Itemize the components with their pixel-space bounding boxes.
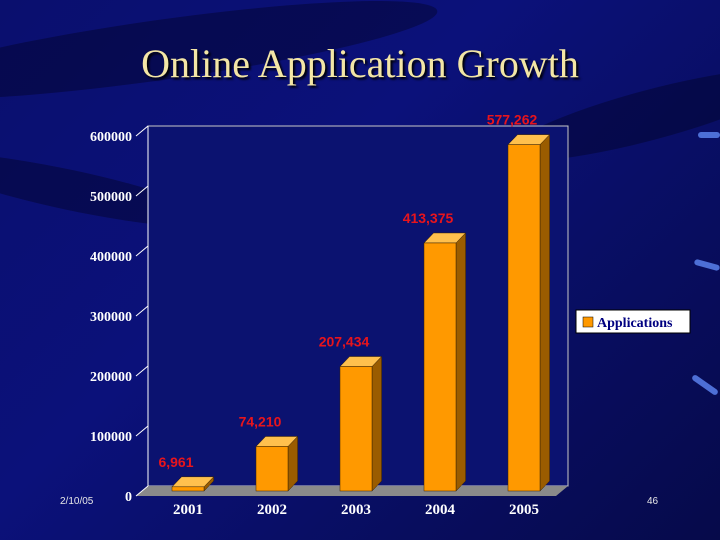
bar-side — [455, 232, 466, 492]
legend-swatch — [582, 316, 594, 328]
bar-side — [371, 355, 382, 492]
slide-title: Online Application Growth — [141, 41, 579, 86]
x-tick-label: 2001 — [173, 502, 203, 518]
x-tick-label: 2002 — [257, 502, 287, 518]
bar — [339, 366, 373, 492]
data-label: 6,961 — [158, 454, 193, 470]
data-label: 207,434 — [319, 334, 370, 350]
y-tick-mark — [135, 365, 149, 377]
slide-date: 2/10/05 — [60, 496, 94, 507]
data-label: 74,210 — [239, 413, 282, 429]
data-label: 577,262 — [487, 112, 538, 128]
bar — [255, 446, 289, 492]
y-tick-label: 400000 — [90, 250, 132, 265]
data-label: 413,375 — [403, 210, 454, 226]
y-tick-label: 300000 — [90, 310, 132, 325]
decorative-stripe — [698, 132, 720, 138]
y-tick-mark — [135, 185, 149, 197]
bar — [423, 242, 457, 492]
slide-page-number: 46 — [647, 496, 659, 507]
bar — [507, 144, 541, 492]
bar-side — [539, 134, 550, 492]
y-tick-label: 500000 — [90, 190, 132, 205]
y-tick-label: 600000 — [90, 130, 132, 145]
y-tick-label: 100000 — [90, 430, 132, 445]
y-tick-label: 200000 — [90, 370, 132, 385]
y-tick-mark — [135, 425, 149, 437]
legend-label: Applications — [597, 316, 673, 331]
x-tick-label: 2003 — [341, 502, 371, 518]
x-tick-label: 2005 — [509, 502, 539, 518]
y-tick-mark — [135, 305, 149, 317]
legend-box — [575, 309, 691, 334]
y-tick-mark — [135, 245, 149, 257]
y-tick-mark — [135, 485, 149, 497]
x-tick-label: 2004 — [425, 502, 456, 518]
y-tick-mark — [135, 125, 149, 137]
y-tick-label: 0 — [125, 490, 132, 505]
bar — [171, 486, 205, 492]
